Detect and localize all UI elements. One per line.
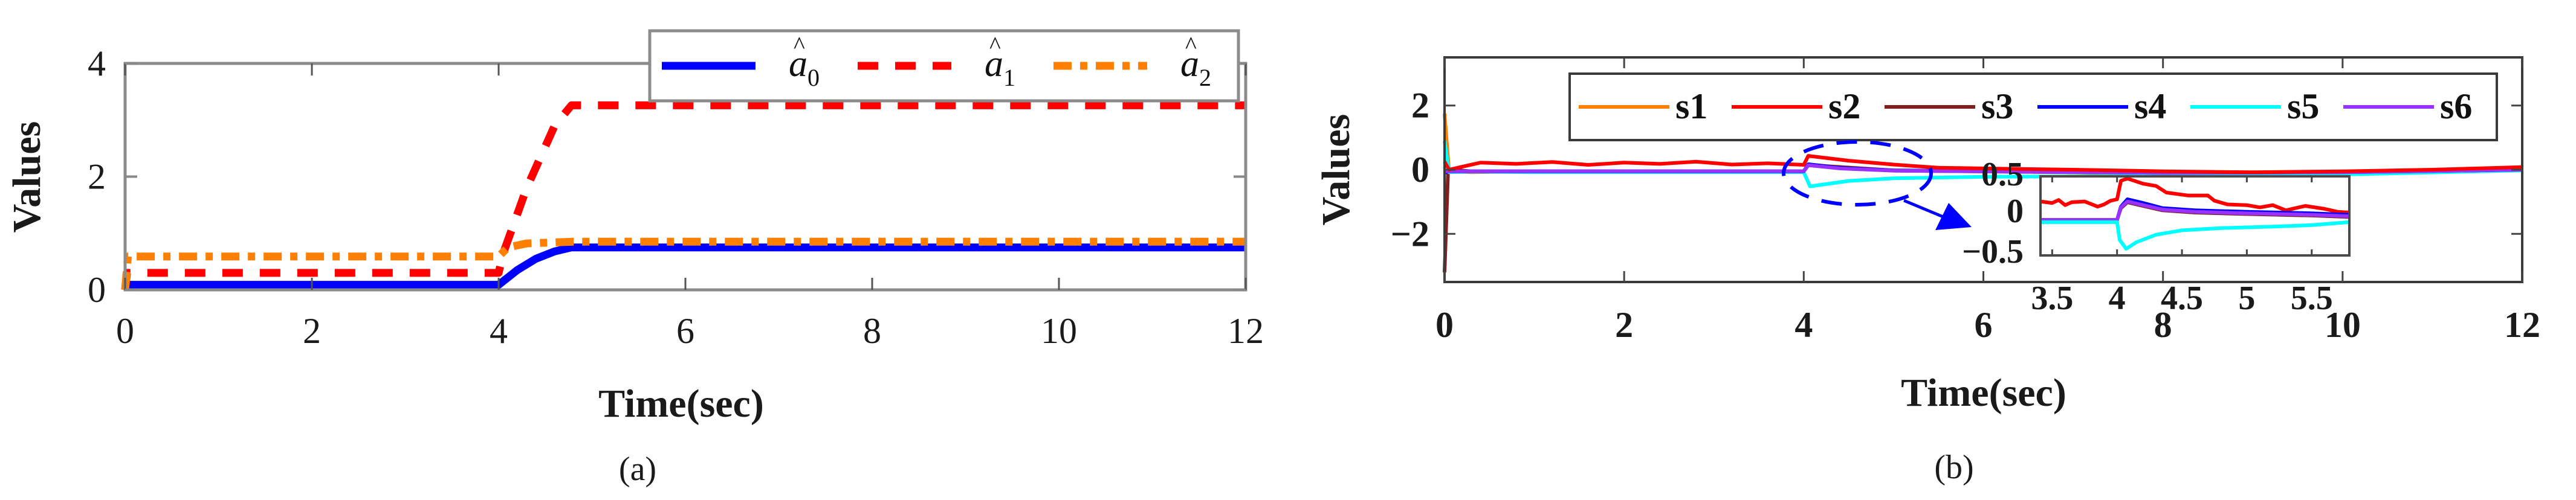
panel-b-xlabel: Time(sec) [1901, 371, 2066, 415]
y-tick-label: 0 [88, 270, 106, 310]
x-tick-label: 0 [1435, 305, 1454, 345]
panel-a-ylabel: Values [5, 121, 49, 233]
panel-b-line-s2 [1443, 154, 2523, 175]
inset-x-tick-label: 3.5 [2031, 280, 2073, 317]
legend-label-s5: s5 [2287, 86, 2319, 126]
panel-a-line-2 [121, 237, 1246, 290]
x-tick-label: 10 [2325, 305, 2361, 345]
legend-label-a1: a1 [985, 43, 1015, 91]
x-tick-label: 2 [303, 311, 321, 351]
legend-label-s4: s4 [2134, 86, 2166, 126]
x-tick-label: 12 [1228, 311, 1264, 351]
panel-a-xlabel: Time(sec) [598, 382, 764, 426]
inset-axes-box [2039, 175, 2351, 257]
y-tick-label: 2 [1411, 86, 1429, 126]
zoom-arrow-head-icon [1935, 203, 1972, 230]
x-tick-label: 8 [2154, 305, 2172, 345]
legend-hat-icon: ^ [989, 31, 1001, 59]
x-tick-label: 4 [490, 311, 508, 351]
panel-b-series [1443, 113, 2523, 273]
panel-b-legend: s1 s2 s3 s4 s5 s6 [1568, 72, 2498, 141]
x-tick-label: 6 [1975, 305, 1993, 345]
x-tick-label: 4 [1794, 305, 1813, 345]
panel-b-ticks: 0 2 4 6 8 10 12 −2 0 2 [1391, 57, 2540, 345]
inset-x-tick-label: 4.5 [2161, 280, 2203, 317]
x-tick-label: 12 [2504, 305, 2540, 345]
panel-a-legend-items: a0^ a1^ a2^ [662, 31, 1211, 91]
inset-ticks: 3.5 4 4.5 5 5.5 −0.500.5 [1962, 156, 2333, 317]
panel-b-caption: (b) [1934, 449, 1973, 486]
inset-y-tick-label: −0.5 [1962, 233, 2024, 271]
x-tick-label: 2 [1615, 305, 1633, 345]
legend-hat-icon: ^ [794, 31, 805, 59]
legend-label-s1: s1 [1675, 86, 1707, 126]
legend-label-s6: s6 [2440, 86, 2472, 126]
legend-label-s3: s3 [1981, 86, 2013, 126]
panel-a-caption: (a) [619, 450, 656, 488]
legend-label-a2: a2 [1180, 43, 1211, 91]
inset-line-s2 [2040, 176, 2350, 214]
panel-b-legend-items: s1 s2 s3 s4 s5 s6 [1579, 86, 2472, 126]
inset-series [2040, 176, 2350, 251]
y-tick-label: 0 [1411, 150, 1429, 190]
inset-plot: 3.5 4 4.5 5 5.5 −0.500.5 [1962, 156, 2351, 317]
x-tick-label: 0 [116, 311, 134, 351]
inset-y-tick-label: 0 [2007, 193, 2024, 230]
panel-b-ylabel: Values [1314, 114, 1358, 226]
legend-label-s2: s2 [1828, 86, 1860, 126]
zoom-arrow-shaft [1903, 199, 1948, 220]
panel-a-series [121, 101, 1246, 292]
panel-b: 0 2 4 6 8 10 12−202 Values Time(sec) (b) s1 s2 s… [1314, 56, 2540, 486]
panel-a-line-0 [121, 243, 1246, 292]
inset-x-tick-label: 4 [2109, 280, 2126, 317]
inset-y-tick-label: 0.5 [1981, 156, 2024, 193]
panel-a-legend: a0^ a1^ a2^ [648, 29, 1240, 103]
panel-a-line-1 [121, 101, 1246, 290]
inset-x-tick-label: 5.5 [2291, 280, 2333, 317]
legend-hat-icon: ^ [1185, 31, 1197, 59]
inset-line-s6 [2040, 199, 2350, 222]
y-tick-label: 2 [88, 157, 106, 197]
zoom-region-ellipse [1782, 140, 1933, 207]
inset-line-s5 [2040, 220, 2350, 251]
legend-label-a0: a0 [789, 43, 820, 91]
x-tick-label: 8 [863, 311, 881, 351]
y-tick-label: −2 [1391, 214, 1429, 254]
x-tick-label: 6 [676, 311, 694, 351]
inset-x-tick-label: 5 [2238, 280, 2255, 317]
panel-b-legend-box [1568, 72, 2498, 141]
y-tick-label: 4 [88, 43, 106, 83]
x-tick-label: 10 [1041, 311, 1077, 351]
